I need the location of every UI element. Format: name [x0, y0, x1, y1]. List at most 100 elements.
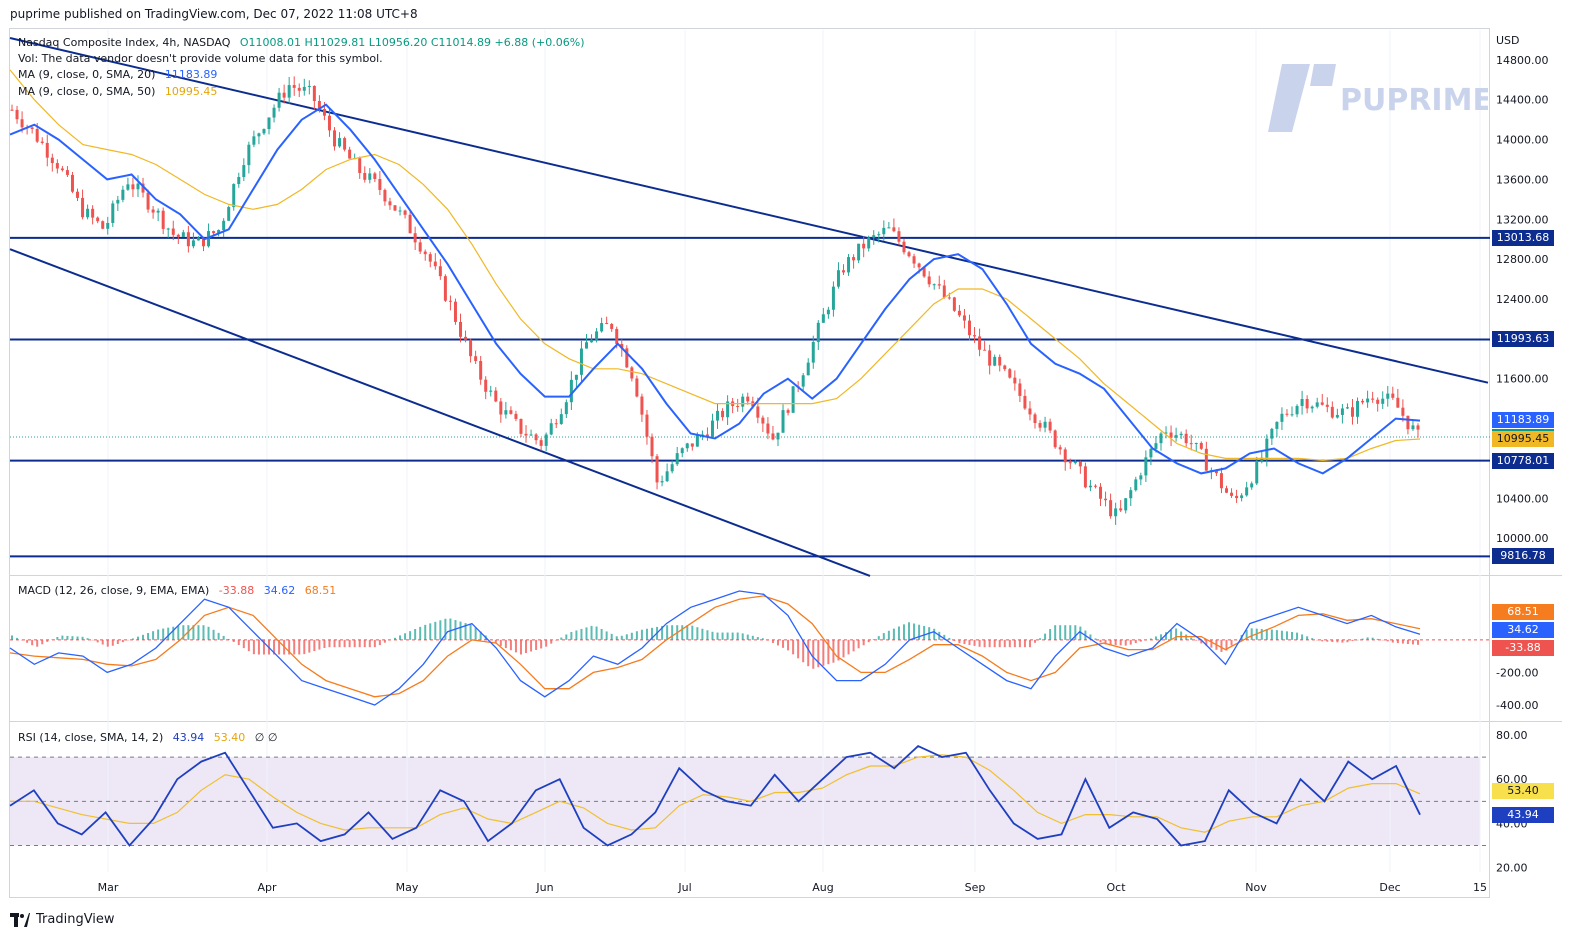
candle-body — [333, 130, 337, 147]
macd-histogram-bar — [600, 628, 603, 640]
macd-histogram-bar — [761, 638, 764, 640]
pane-separator-macd[interactable] — [9, 575, 1562, 576]
macd-histogram-bar — [278, 639, 281, 655]
macd-histogram-bar — [1124, 639, 1127, 646]
candle-body — [151, 209, 155, 213]
candle-body — [1300, 398, 1304, 406]
candle-body — [45, 142, 49, 158]
candle-body — [600, 323, 604, 332]
macd-histogram-bar — [913, 623, 916, 640]
volume-note: Vol: The data vendor doesn't provide vol… — [18, 52, 383, 65]
candle-body — [529, 434, 533, 436]
macd-histogram-bar — [273, 639, 276, 655]
macd-histogram-bar — [756, 637, 759, 640]
rsi-ma-value: 53.40 — [213, 731, 246, 744]
pane-separator-rsi[interactable] — [9, 721, 1562, 722]
macd-histogram-bar — [1411, 639, 1414, 645]
chart-frame[interactable] — [9, 28, 1490, 898]
macd-histogram-bar — [1235, 639, 1238, 641]
candle-body — [1053, 430, 1057, 448]
candle-body — [962, 315, 966, 321]
candle-body — [806, 362, 810, 376]
candle-body — [690, 443, 694, 447]
macd-histogram-bar — [1034, 639, 1037, 643]
candle-body — [267, 117, 271, 130]
candle-body — [1169, 432, 1173, 438]
macd-histogram-bar — [1381, 639, 1384, 641]
x-tick-label: Dec — [1379, 881, 1400, 894]
macd-histogram-bar — [31, 639, 34, 646]
macd-histogram-bar — [353, 639, 356, 648]
candle-body — [630, 367, 634, 379]
candle-body — [1361, 400, 1365, 403]
candle-body — [257, 133, 261, 137]
rsi-y-tick-label: 20.00 — [1496, 862, 1528, 875]
candle-body — [484, 379, 488, 392]
macd-histogram-bar — [963, 639, 966, 645]
macd-histogram-bar — [1008, 639, 1011, 648]
macd-histogram-bar — [91, 639, 94, 641]
candle-body — [81, 197, 85, 218]
price-tag-ma50: 10995.45 — [1492, 430, 1554, 447]
candle-body — [423, 251, 427, 255]
candle-body — [116, 199, 120, 204]
macd-histogram-bar — [1114, 639, 1117, 646]
candle-body — [10, 109, 14, 111]
candle-body — [670, 464, 674, 472]
candle-body — [322, 108, 326, 116]
macd-histogram-bar — [953, 639, 956, 641]
macd-histogram-bar — [449, 618, 452, 640]
candle-body — [786, 410, 790, 413]
macd-hist-value: -33.88 — [218, 584, 255, 597]
macd-histogram-bar — [550, 639, 553, 644]
macd-histogram-bar — [1104, 639, 1107, 645]
macd-histogram-bar — [918, 624, 921, 640]
macd-histogram-bar — [338, 639, 341, 648]
macd-histogram-bar — [852, 639, 855, 652]
candle-body — [761, 417, 765, 424]
y-tick-label: 12800.00 — [1496, 253, 1549, 266]
candle-body — [1204, 448, 1208, 471]
macd-histogram-bar — [474, 627, 477, 640]
candle-body — [716, 410, 720, 421]
macd-histogram-bar — [257, 639, 260, 655]
candle-body — [776, 432, 780, 440]
y-tick-label: 10400.00 — [1496, 492, 1549, 505]
macd-histogram-bar — [1417, 639, 1419, 645]
candle-body — [348, 149, 352, 159]
candle-body — [1023, 395, 1027, 409]
tradingview-footer[interactable]: TradingView — [10, 912, 115, 927]
candle-body — [252, 136, 256, 145]
candle-body — [403, 210, 407, 215]
macd-signal-value: 68.51 — [304, 584, 337, 597]
macd-histogram-bar — [192, 625, 195, 640]
candle-body — [408, 214, 412, 234]
candle-body — [277, 92, 281, 108]
macd-histogram-bar — [1054, 625, 1057, 640]
macd-histogram-bar — [136, 636, 139, 640]
candle-body — [1043, 421, 1047, 428]
macd-histogram-bar — [570, 631, 573, 640]
candle-body — [1315, 402, 1319, 407]
rsi-y-tick-label: 80.00 — [1496, 729, 1528, 742]
macd-histogram-bar — [378, 639, 381, 646]
candle-body — [857, 243, 861, 261]
candle-body — [836, 270, 840, 287]
macd-histogram-bar — [555, 639, 558, 641]
macd-histogram-bar — [1200, 639, 1203, 644]
candle-body — [554, 423, 558, 425]
macd-histogram-bar — [86, 638, 89, 640]
macd-histogram-bar — [429, 623, 432, 640]
macd-histogram-bar — [1230, 639, 1233, 646]
candle-body — [227, 207, 231, 221]
macd-histogram-bar — [252, 639, 255, 655]
price-tag-ma20: 11183.89 — [1492, 412, 1554, 429]
candle-body — [957, 310, 961, 316]
macd-histogram-bar — [1109, 639, 1112, 645]
x-tick-label: Mar — [98, 881, 119, 894]
candle-body — [453, 301, 457, 322]
ma20-line — [9, 103, 1421, 475]
candle-body — [645, 414, 649, 437]
macd-histogram-bar — [197, 625, 200, 640]
